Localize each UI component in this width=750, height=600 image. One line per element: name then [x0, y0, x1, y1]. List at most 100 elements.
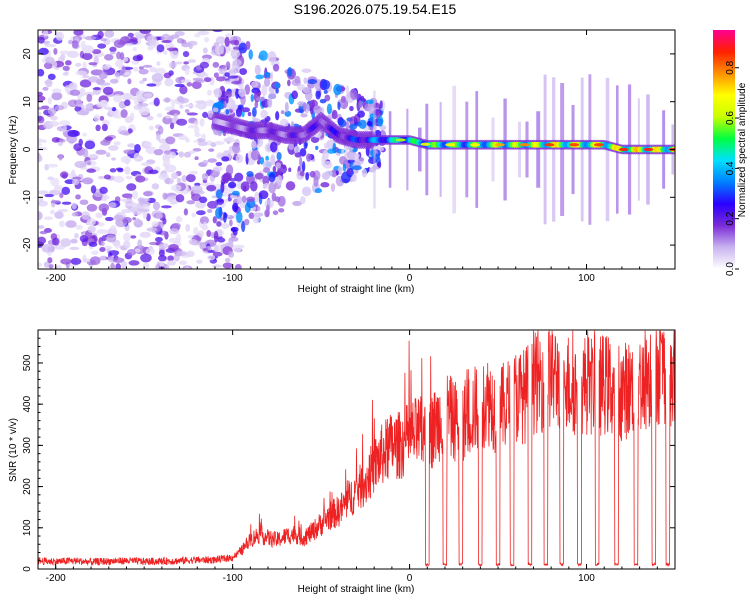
spectrogram-cell [74, 160, 87, 169]
spectrogram-cell [221, 223, 230, 229]
spectrogram-cell [58, 120, 71, 126]
spectrogram-cell [79, 199, 89, 205]
spectrogram-cell [182, 50, 190, 58]
spectrogram-cell [292, 200, 303, 207]
spectrogram-cell [121, 65, 126, 74]
spectrogram-cell [147, 197, 156, 204]
spectrogram-cell [284, 110, 292, 117]
spectrogram-cell [121, 260, 128, 269]
spectrogram-cell [194, 132, 201, 138]
spectrogram-cell [152, 201, 161, 211]
spectrogram-cell [145, 146, 157, 155]
spectrogram-cell [138, 106, 150, 116]
colorbar-gradient [713, 30, 735, 269]
spectrogram-cell [128, 260, 140, 266]
spectrogram-cell [358, 157, 365, 162]
spectrogram-cell [202, 47, 208, 54]
spectrogram-cell [327, 148, 335, 154]
spectrogram-cell [248, 49, 253, 60]
spectrogram-cell [133, 104, 142, 111]
spectrogram-cell [326, 103, 333, 115]
spectrogram-cell [227, 181, 237, 189]
spectrogram-cell [323, 142, 329, 149]
spectrogram-cell [313, 105, 322, 114]
spectrogram-cell [201, 133, 206, 140]
spectrogram-cell [306, 153, 312, 162]
spectrogram-cell [157, 125, 164, 135]
spectrogram-cell [79, 79, 92, 88]
spectrogram-cell [115, 263, 121, 269]
spectrogram-cell [104, 245, 113, 250]
spectrogram-cell [43, 62, 53, 70]
spectrogram-cell [330, 183, 336, 192]
spectrogram-cell [156, 113, 163, 118]
spectrogram-cell [338, 119, 347, 128]
spectrogram-cell [91, 250, 99, 256]
spectrogram-cell [65, 220, 77, 228]
spectrogram-cell [100, 38, 107, 42]
spectrogram-cell [111, 157, 117, 161]
spectrogram-cell [73, 30, 84, 36]
spectrogram-cell [90, 185, 97, 194]
ridge-peak [519, 143, 530, 147]
spectrogram-cell [207, 158, 217, 163]
snr-x-ticks: -200 -100 0 100 [46, 330, 676, 584]
spectrogram-cell [109, 46, 117, 53]
spectrogram-cell [105, 152, 111, 158]
spectrogram-cell [86, 203, 98, 212]
spectrogram-cell [67, 129, 79, 138]
spectrogram-cell [226, 136, 235, 142]
spectrogram-cell [201, 173, 209, 181]
spectrogram-cell [146, 115, 154, 121]
spectrogram-cell [365, 99, 375, 105]
spectrogram-cell [269, 141, 278, 153]
spectrogram-x-label: Height of straight line (km) [298, 284, 415, 295]
spectrogram-cell [65, 60, 72, 66]
spectrogram-cell [127, 78, 132, 85]
spectrogram-cell [158, 249, 165, 257]
spectrogram-cell [84, 35, 97, 41]
spectrogram-cell [151, 73, 164, 83]
snr-y-label: SNR (10 * v/v) [8, 418, 19, 482]
spectrogram-cell [97, 43, 107, 49]
spectrogram-cell [340, 95, 346, 104]
spectrogram-cell [310, 136, 320, 144]
spectrogram-cell [206, 230, 212, 238]
spectrogram-cell [98, 71, 108, 80]
spectrogram-cell [110, 262, 115, 269]
spectrogram-cell [225, 95, 229, 104]
spectrogram-cell [274, 196, 281, 203]
spectrogram-cell [143, 92, 153, 98]
spectrogram-cell [224, 72, 230, 77]
spectrogram-cell [59, 192, 64, 199]
spectrogram-cell [197, 30, 210, 36]
spectrogram-cell [252, 215, 260, 224]
spectrogram-cell [139, 30, 151, 34]
spectrogram-cell [113, 39, 125, 48]
spectrogram-cell [142, 64, 153, 68]
spectrogram-cell [68, 39, 73, 45]
spectrogram-cell [217, 237, 226, 243]
spectrogram-cell [176, 177, 181, 184]
spectrogram-cell [47, 107, 57, 115]
spectrogram-cell [145, 247, 156, 256]
spectrogram-cell [272, 210, 279, 216]
spectrogram-cell [184, 109, 190, 114]
spectrogram-cell [81, 211, 91, 220]
spectrogram-cell [185, 137, 190, 143]
spectrogram-cell [173, 113, 179, 118]
spectrogram-cell [48, 264, 54, 269]
spectrogram-cell [288, 167, 292, 173]
spectrogram-cell [262, 167, 271, 174]
ridge-peak [494, 143, 505, 147]
spectrogram-cell [270, 154, 276, 166]
spectrogram-cell [69, 89, 81, 96]
spectrogram-streak [517, 121, 522, 178]
spectrogram-y-tick-label: -10 [22, 190, 33, 205]
spectrogram-cell [239, 68, 248, 75]
spectrogram-cell [272, 63, 280, 72]
spectrogram-cell [113, 141, 121, 146]
spectrogram-cell [61, 186, 71, 196]
spectrogram-cell [222, 172, 232, 182]
spectrogram-cell [342, 163, 347, 172]
